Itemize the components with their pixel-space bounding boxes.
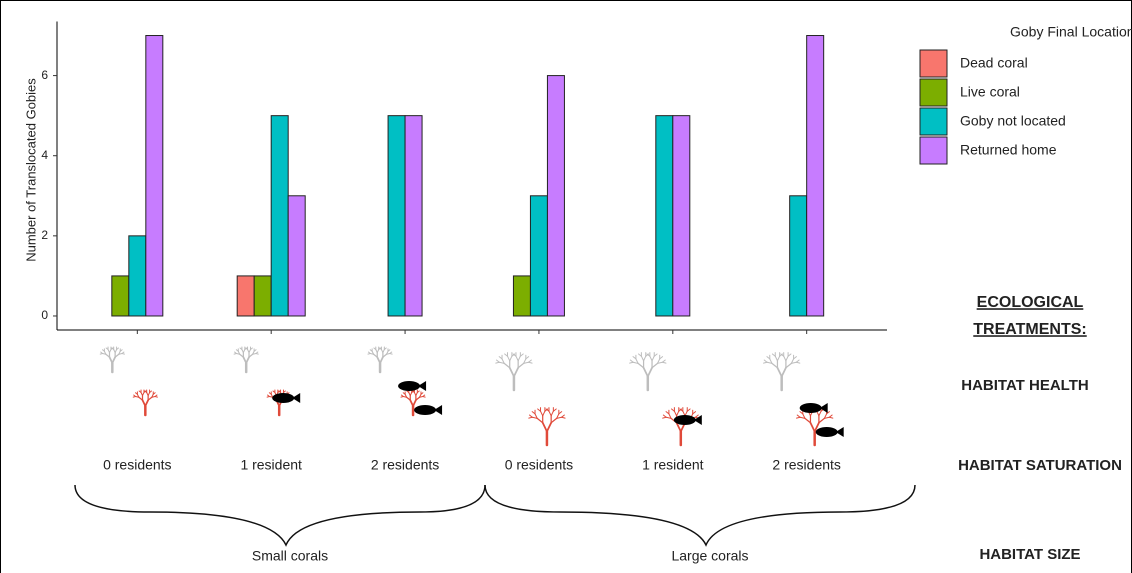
- coral-branch: [122, 354, 124, 355]
- bar: [237, 276, 254, 316]
- group-label: Small corals: [252, 548, 328, 564]
- annotation: HABITAT SIZE: [979, 546, 1080, 563]
- bar: [146, 36, 163, 316]
- legend-label: Returned home: [960, 142, 1057, 158]
- category-label: 1 resident: [642, 457, 704, 473]
- legend-swatch: [920, 50, 947, 77]
- fish: [800, 403, 822, 413]
- y-axis-label: Number of Translocated Gobies: [23, 78, 38, 262]
- y-tick-label: 0: [41, 308, 48, 322]
- coral-branch: [155, 397, 157, 398]
- y-tick-label: 2: [41, 228, 48, 242]
- bar: [254, 276, 271, 316]
- bar: [547, 76, 564, 316]
- bar: [513, 276, 530, 316]
- category-label: 2 residents: [772, 457, 840, 473]
- bar: [288, 196, 305, 316]
- bar: [271, 116, 288, 316]
- fish: [414, 405, 436, 415]
- legend-label: Goby not located: [960, 113, 1066, 129]
- chart: Number of Translocated Gobies Goby Final…: [0, 0, 1132, 573]
- bar: [790, 196, 807, 316]
- y-tick-label: 4: [41, 148, 48, 162]
- legend-swatch: [920, 79, 947, 106]
- bar: [405, 116, 422, 316]
- legend-label: Dead coral: [960, 55, 1028, 71]
- group-label: Large corals: [671, 548, 748, 564]
- fish: [816, 427, 838, 437]
- annotation: TREATMENTS:: [973, 321, 1086, 338]
- coral-branch: [390, 354, 392, 355]
- coral-branch: [256, 354, 258, 355]
- bar: [656, 116, 673, 316]
- legend-label: Live coral: [960, 84, 1020, 100]
- annotation: HABITAT HEALTH: [961, 377, 1088, 394]
- coral-branch: [423, 397, 425, 398]
- category-label: 1 resident: [240, 457, 302, 473]
- category-label: 0 residents: [505, 457, 573, 473]
- bar: [112, 276, 129, 316]
- annotation: HABITAT SATURATION: [958, 457, 1122, 474]
- bar: [673, 116, 690, 316]
- bar: [530, 196, 547, 316]
- bar: [388, 116, 405, 316]
- category-label: 0 residents: [103, 457, 171, 473]
- legend-swatch: [920, 108, 947, 135]
- fish: [272, 393, 294, 403]
- annotation: ECOLOGICAL: [977, 294, 1084, 311]
- category-label: 2 residents: [371, 457, 439, 473]
- fish: [674, 415, 696, 425]
- bar: [129, 236, 146, 316]
- legend-title: Goby Final Location: [1010, 24, 1132, 40]
- legend-swatch: [920, 137, 947, 164]
- fish: [398, 381, 420, 391]
- y-tick-label: 6: [41, 68, 48, 82]
- bar: [807, 36, 824, 316]
